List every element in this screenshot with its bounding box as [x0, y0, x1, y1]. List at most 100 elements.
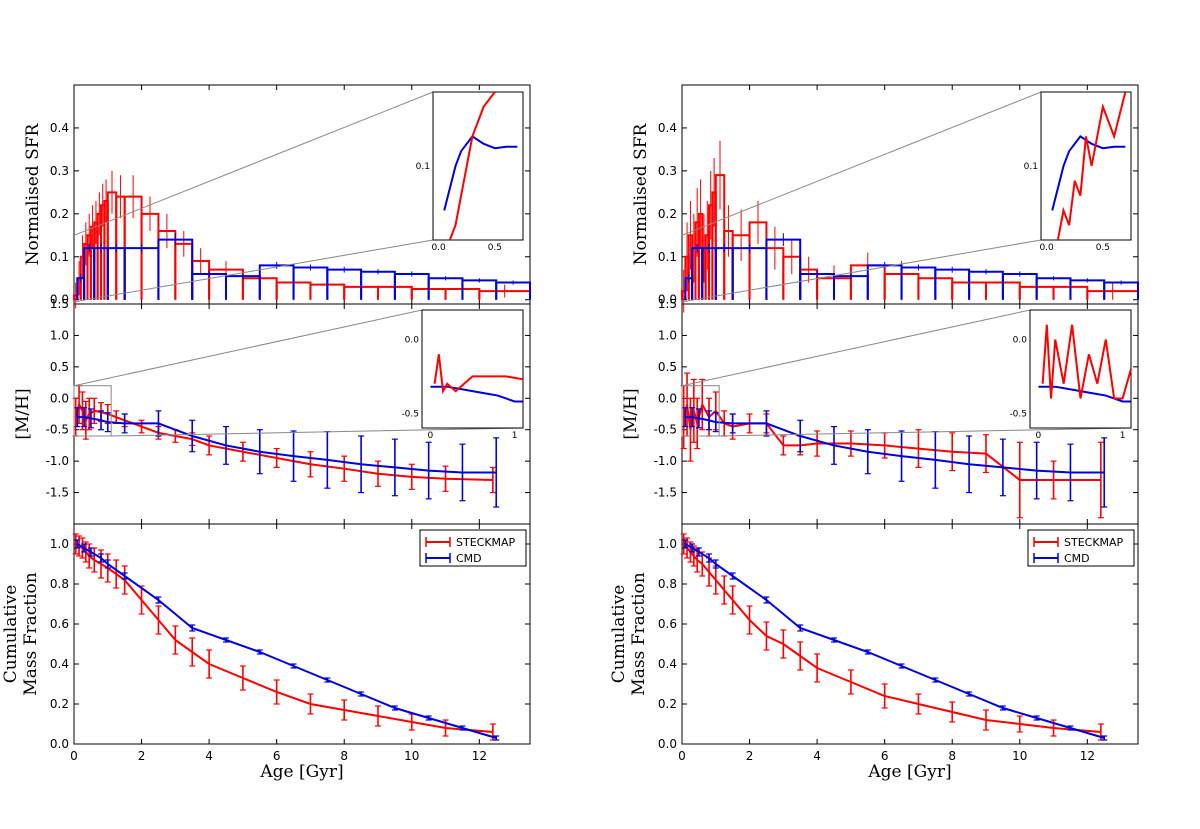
sfr-ytick-label: 0.0: [658, 293, 677, 307]
mh-ytick-label: -0.5: [46, 423, 69, 437]
cmf-ylabel-line2: Mass Fraction: [629, 572, 649, 695]
mh-ytick-label: 1.0: [50, 328, 69, 342]
cmd-cmf-line: [684, 543, 1105, 739]
mh-ylabel: [M/H]: [621, 388, 641, 439]
inset-steckmap-mh-line: [1041, 324, 1132, 400]
legend-frame: [1027, 529, 1135, 567]
legend: STECKMAP CMD: [1027, 529, 1135, 567]
panel-left: 0.0 0.1 0.2 0.3 0.4 1.5 1.0 0.5 0.0 -0.5 -1.0 -1.5 0…: [1, 84, 531, 782]
sfr-zoom-guide: [681, 239, 1042, 303]
axes-frame-cmf: [681, 523, 1139, 745]
xtick-label: 12: [1080, 749, 1095, 763]
inset-cmd-mh-line: [1038, 385, 1131, 403]
mh-ytick-label: -1.5: [654, 486, 677, 500]
sfr-inset-frame: [1040, 91, 1132, 241]
mh-ytick-label: 1.5: [50, 297, 69, 311]
panel-right: 0.0 0.1 0.2 0.3 0.4 1.5 1.0 0.5 0.0 -0.5 -1.0 -1.5 0…: [609, 84, 1139, 782]
sfr-zoom-guide: [73, 239, 434, 303]
cmf-ytick-label: 0.8: [50, 577, 69, 591]
inset-mh-xtick-label: 0: [1036, 431, 1042, 441]
sfr-ytick-label: 0.3: [50, 164, 69, 178]
inset-cmd-mh-line: [430, 385, 523, 403]
mh-ytick-label: 0.5: [658, 360, 677, 374]
steckmap-cmf-line: [75, 543, 493, 733]
cmf-ytick-label: 0.0: [658, 737, 677, 751]
mh-ytick-label: 0.5: [50, 360, 69, 374]
legend-steckmap-label: STECKMAP: [456, 536, 516, 549]
inset-steckmap-sfr-line: [448, 91, 496, 241]
steckmap-cmf-line: [682, 543, 1101, 733]
inset-mh-xtick-label: 0: [428, 431, 434, 441]
mh-ylabel: [M/H]: [13, 388, 33, 439]
mh-ytick-label: 0.0: [658, 391, 677, 405]
mh-ytick-label: -1.5: [46, 486, 69, 500]
inset-sfr-xtick-label: 0.0: [431, 243, 446, 253]
legend-frame: [419, 529, 527, 567]
sfr-ytick-label: 0.2: [658, 207, 677, 221]
cmf-ytick-label: 0.4: [50, 657, 69, 671]
xtick-label: 8: [340, 749, 348, 763]
axes-frame-cmf: [73, 523, 531, 745]
xtick-label: 2: [138, 749, 146, 763]
xtick-label: 4: [205, 749, 213, 763]
xtick-label: 4: [813, 749, 821, 763]
mh-inset-frame: [1029, 309, 1132, 429]
cmf-ytick-label: 0.2: [50, 697, 69, 711]
inset-steckmap-mh-line: [433, 354, 524, 395]
mh-ytick-label: -1.0: [654, 454, 677, 468]
xtick-label: 8: [948, 749, 956, 763]
xtick-label: 12: [472, 749, 487, 763]
mh-ytick-label: 1.0: [658, 328, 677, 342]
mh-zoom-guide: [73, 309, 423, 387]
mh-ytick-label: 0.0: [50, 391, 69, 405]
legend-steckmap-label: STECKMAP: [1064, 536, 1124, 549]
mh-ytick-label: -1.0: [46, 454, 69, 468]
inset-mh-ytick-label: 0.0: [1013, 336, 1028, 346]
xtick-label: 2: [746, 749, 754, 763]
cmf-ytick-label: 0.6: [658, 617, 677, 631]
cmf-ytick-label: 0.8: [658, 577, 677, 591]
x-axis-label: Age [Gyr]: [867, 762, 951, 782]
inset-mh-ytick-label: 0.0: [405, 336, 420, 346]
inset-sfr-ytick-label: 0.1: [1024, 162, 1038, 172]
sfr-ylabel: Normalised SFR: [23, 122, 43, 265]
sfr-ytick-label: 0.0: [50, 293, 69, 307]
xtick-label: 10: [1012, 749, 1027, 763]
inset-mh-xtick-label: 1: [1120, 431, 1126, 441]
cmf-ytick-label: 0.4: [658, 657, 677, 671]
xtick-label: 6: [881, 749, 889, 763]
sfr-ytick-label: 0.1: [658, 250, 677, 264]
cmf-ylabel-line2: Mass Fraction: [21, 572, 41, 695]
inset-sfr-xtick-label: 0.0: [1039, 243, 1054, 253]
inset-mh-ytick-label: -0.5: [1009, 409, 1027, 419]
cmf-ytick-label: 0.0: [50, 737, 69, 751]
inset-sfr-xtick-label: 0.5: [488, 243, 502, 253]
legend-cmd-label: CMD: [456, 552, 482, 565]
cmf-ylabel-line1: Cumulative: [609, 585, 629, 684]
mh-zoom-box: [73, 385, 112, 437]
cmd-cmf-line: [76, 543, 497, 739]
sfr-inset-frame: [432, 91, 524, 241]
inset-steckmap-sfr-line: [1056, 91, 1127, 241]
inset-cmd-sfr-line: [1051, 135, 1126, 211]
mh-ytick-label: 1.5: [658, 297, 677, 311]
inset-mh-ytick-label: -0.5: [401, 409, 419, 419]
sfr-zoom-guide: [73, 91, 434, 236]
legend: STECKMAP CMD: [419, 529, 527, 567]
mh-inset-frame: [421, 309, 524, 429]
mh-zoom-guide: [719, 427, 1132, 437]
sfr-ylabel: Normalised SFR: [631, 122, 651, 265]
cmf-ylabel-line1: Cumulative: [1, 585, 21, 684]
mh-zoom-guide: [111, 427, 524, 437]
xtick-label: 6: [273, 749, 281, 763]
sfr-ytick-label: 0.3: [658, 164, 677, 178]
xtick-label: 10: [404, 749, 419, 763]
sfr-ytick-label: 0.4: [658, 121, 677, 135]
legend-cmd-label: CMD: [1064, 552, 1090, 565]
inset-sfr-xtick-label: 0.5: [1096, 243, 1110, 253]
sfr-ytick-label: 0.2: [50, 207, 69, 221]
inset-mh-xtick-label: 1: [512, 431, 518, 441]
sfr-ytick-label: 0.4: [50, 121, 69, 135]
mh-zoom-guide: [681, 309, 1031, 387]
